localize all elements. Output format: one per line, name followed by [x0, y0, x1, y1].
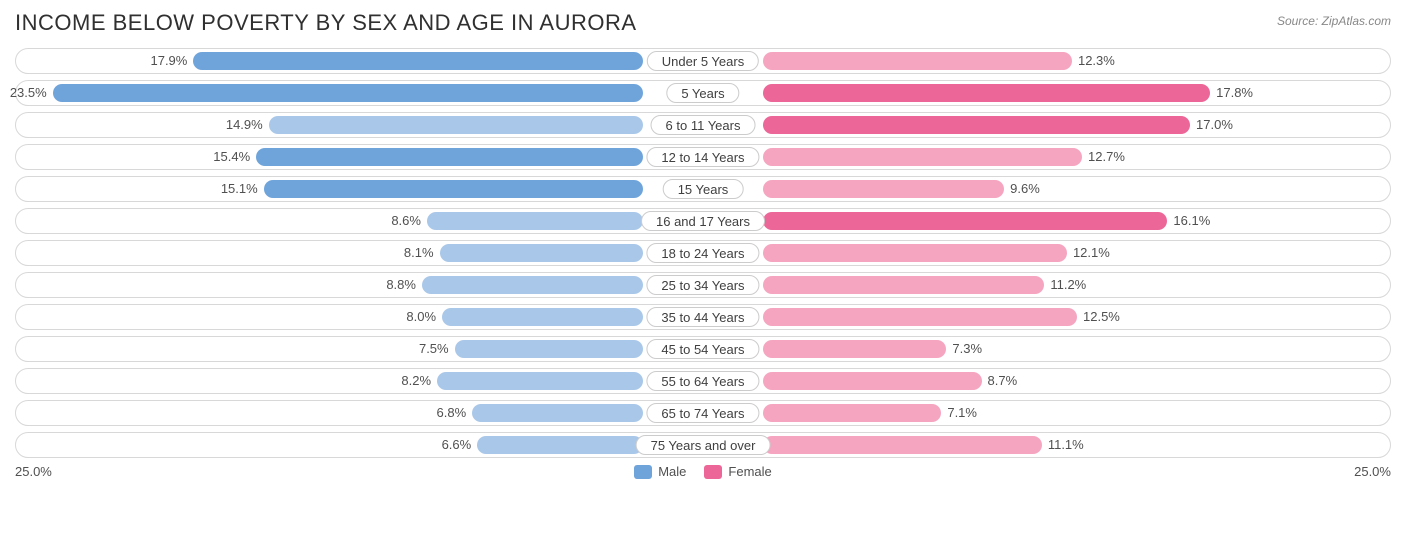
chart-row: 8.2% 8.7% 55 to 64 Years: [15, 368, 1391, 394]
bar-male: [422, 276, 643, 294]
bar-male: [427, 212, 643, 230]
bar-female: [763, 340, 946, 358]
chart-row: 15.1% 9.6% 15 Years: [15, 176, 1391, 202]
value-label-female: 9.6%: [1010, 180, 1040, 198]
bar-male: [455, 340, 643, 358]
axis-left-max: 25.0%: [15, 464, 52, 479]
value-label-male: 17.9%: [150, 52, 187, 70]
bar-female: [763, 404, 941, 422]
bar-female: [763, 180, 1004, 198]
value-label-male: 23.5%: [10, 84, 47, 102]
category-label: Under 5 Years: [647, 51, 759, 71]
chart-row: 6.6% 11.1% 75 Years and over: [15, 432, 1391, 458]
axis-right-max: 25.0%: [1354, 464, 1391, 479]
chart-row: 17.9% 12.3% Under 5 Years: [15, 48, 1391, 74]
value-label-female: 16.1%: [1173, 212, 1210, 230]
category-label: 75 Years and over: [636, 435, 771, 455]
category-label: 65 to 74 Years: [646, 403, 759, 423]
bar-male: [442, 308, 643, 326]
bar-female: [763, 372, 982, 390]
legend-swatch-female: [704, 465, 722, 479]
value-label-male: 6.8%: [437, 404, 467, 422]
category-label: 35 to 44 Years: [646, 307, 759, 327]
legend: Male Female: [634, 464, 772, 479]
value-label-male: 14.9%: [226, 116, 263, 134]
bar-male: [53, 84, 643, 102]
chart-row: 7.5% 7.3% 45 to 54 Years: [15, 336, 1391, 362]
value-label-male: 6.6%: [442, 436, 472, 454]
legend-label-male: Male: [658, 464, 686, 479]
value-label-female: 11.2%: [1050, 276, 1086, 294]
value-label-female: 12.3%: [1078, 52, 1115, 70]
bar-female: [763, 116, 1190, 134]
category-label: 15 Years: [663, 179, 744, 199]
bar-male: [269, 116, 643, 134]
value-label-male: 8.6%: [391, 212, 421, 230]
bar-female: [763, 148, 1082, 166]
chart-row: 6.8% 7.1% 65 to 74 Years: [15, 400, 1391, 426]
bar-female: [763, 436, 1042, 454]
value-label-male: 8.2%: [401, 372, 431, 390]
diverging-bar-chart: 17.9%12.3%Under 5 Years23.5%17.8%5 Years…: [15, 48, 1391, 458]
legend-label-female: Female: [728, 464, 771, 479]
value-label-female: 11.1%: [1048, 436, 1084, 454]
chart-row: 14.9% 17.0% 6 to 11 Years: [15, 112, 1391, 138]
chart-row: 15.4% 12.7% 12 to 14 Years: [15, 144, 1391, 170]
value-label-female: 17.0%: [1196, 116, 1233, 134]
value-label-female: 7.1%: [947, 404, 977, 422]
chart-row: 8.8% 11.2% 25 to 34 Years: [15, 272, 1391, 298]
bar-male: [440, 244, 643, 262]
value-label-female: 17.8%: [1216, 84, 1253, 102]
bar-male: [256, 148, 643, 166]
category-label: 16 and 17 Years: [641, 211, 765, 231]
value-label-male: 8.8%: [386, 276, 416, 294]
legend-item-male: Male: [634, 464, 686, 479]
category-label: 45 to 54 Years: [646, 339, 759, 359]
chart-footer: 25.0% Male Female 25.0%: [15, 464, 1391, 479]
category-label: 12 to 14 Years: [646, 147, 759, 167]
value-label-female: 12.5%: [1083, 308, 1120, 326]
category-label: 6 to 11 Years: [651, 115, 756, 135]
chart-title: INCOME BELOW POVERTY BY SEX AND AGE IN A…: [15, 10, 637, 36]
category-label: 18 to 24 Years: [646, 243, 759, 263]
bar-male: [264, 180, 643, 198]
bar-female: [763, 212, 1167, 230]
category-label: 5 Years: [666, 83, 739, 103]
chart-row: 8.6% 16.1% 16 and 17 Years: [15, 208, 1391, 234]
chart-row: 8.1% 12.1% 18 to 24 Years: [15, 240, 1391, 266]
value-label-male: 15.4%: [213, 148, 250, 166]
bar-female: [763, 308, 1077, 326]
value-label-male: 8.1%: [404, 244, 434, 262]
value-label-female: 8.7%: [988, 372, 1018, 390]
value-label-male: 8.0%: [406, 308, 436, 326]
value-label-male: 7.5%: [419, 340, 449, 358]
chart-row: 8.0% 12.5% 35 to 44 Years: [15, 304, 1391, 330]
legend-item-female: Female: [704, 464, 771, 479]
bar-female: [763, 52, 1072, 70]
bar-female: [763, 244, 1067, 262]
bar-male: [437, 372, 643, 390]
category-label: 55 to 64 Years: [646, 371, 759, 391]
bar-male: [477, 436, 643, 454]
legend-swatch-male: [634, 465, 652, 479]
bar-male: [193, 52, 643, 70]
value-label-female: 12.7%: [1088, 148, 1125, 166]
value-label-female: 7.3%: [952, 340, 982, 358]
bar-female: [763, 276, 1044, 294]
category-label: 25 to 34 Years: [646, 275, 759, 295]
value-label-female: 12.1%: [1073, 244, 1110, 262]
bar-male: [472, 404, 643, 422]
chart-source: Source: ZipAtlas.com: [1277, 14, 1391, 28]
chart-row: 23.5%17.8%5 Years: [15, 80, 1391, 106]
chart-header: INCOME BELOW POVERTY BY SEX AND AGE IN A…: [15, 10, 1391, 36]
value-label-male: 15.1%: [221, 180, 258, 198]
bar-female: [763, 84, 1210, 102]
